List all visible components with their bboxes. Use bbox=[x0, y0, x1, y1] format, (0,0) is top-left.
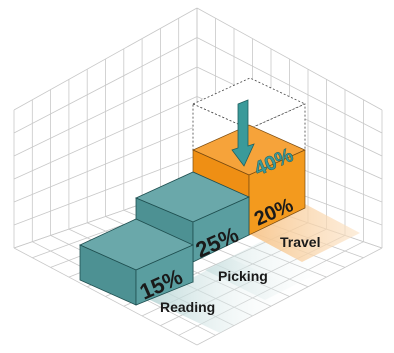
grid-line-left-wall-horizontal bbox=[13, 7, 198, 111]
category-label-picking: Picking bbox=[218, 268, 268, 284]
grid-line-left-wall-horizontal bbox=[13, 96, 198, 180]
grid-line-right-wall-horizontal bbox=[196, 7, 383, 111]
category-label-travel: Travel bbox=[280, 234, 320, 250]
grid-line-left-wall-horizontal bbox=[13, 37, 198, 134]
category-label-reading: Reading bbox=[160, 299, 215, 315]
down-arrow-icon bbox=[231, 99, 255, 167]
bar-reading-right bbox=[135, 244, 194, 306]
grid-line-floor bbox=[196, 247, 383, 346]
grid-line-right-wall-horizontal bbox=[196, 37, 383, 134]
grid-line-floor bbox=[13, 247, 198, 346]
grid-line-left-wall-horizontal bbox=[13, 125, 198, 203]
grid-line-left-wall-horizontal bbox=[13, 66, 198, 157]
grid-line-left-wall-horizontal bbox=[13, 155, 198, 226]
bar-reading bbox=[79, 218, 194, 306]
